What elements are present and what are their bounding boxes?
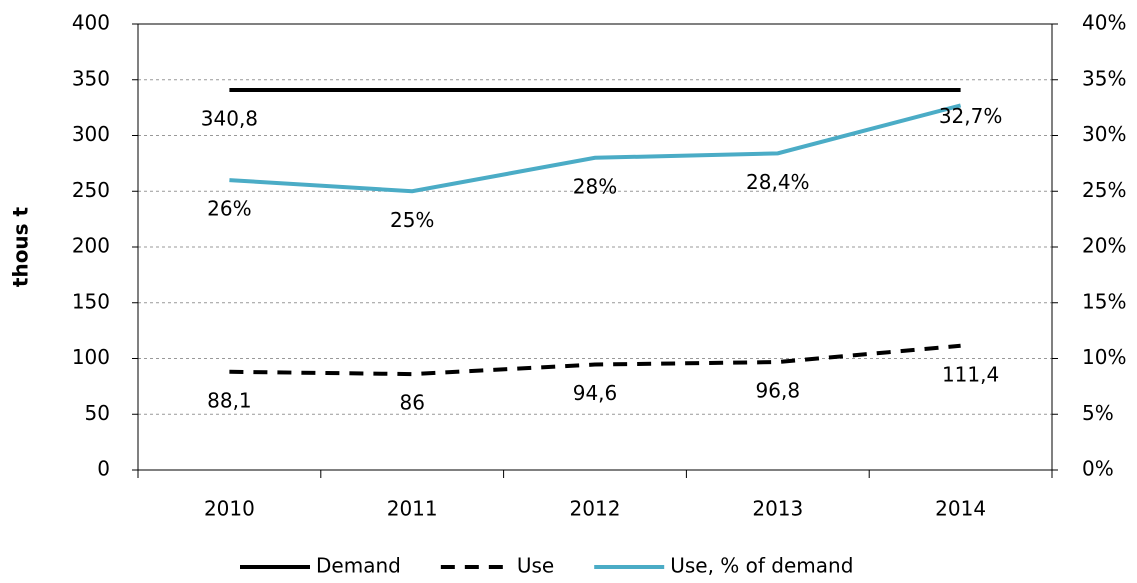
x-tick-label: 2014 <box>935 497 986 521</box>
plot-area <box>137 23 1053 471</box>
y-tick-label: 0 <box>97 457 110 481</box>
data-label: 25% <box>390 208 434 232</box>
data-label: 88,1 <box>207 388 252 412</box>
y-tick-label: 100 <box>72 345 110 369</box>
y2-tick-label: 0% <box>1082 457 1114 481</box>
y-tick-label: 250 <box>72 178 110 202</box>
legend-label: Use <box>517 554 554 578</box>
y-tick-label: 200 <box>72 234 110 258</box>
y-tick-label: 50 <box>85 401 110 425</box>
y2-tick-label: 15% <box>1082 289 1126 313</box>
y2-tick-label: 35% <box>1082 66 1126 90</box>
data-label: 96,8 <box>756 379 801 403</box>
y2-tick-label: 30% <box>1082 122 1126 146</box>
legend-label: Use, % of demand <box>670 554 853 578</box>
data-label: 28,4% <box>746 170 810 194</box>
y2-tick-label: 20% <box>1082 234 1126 258</box>
x-tick-label: 2010 <box>204 497 255 521</box>
data-label: 111,4 <box>942 362 999 386</box>
y-tick-label: 400 <box>72 11 110 35</box>
y2-tick-label: 25% <box>1082 178 1126 202</box>
y-tick-label: 350 <box>72 66 110 90</box>
x-tick-label: 2013 <box>752 497 803 521</box>
y-tick-label: 150 <box>72 289 110 313</box>
series-line <box>229 103 962 194</box>
y-tick-label: 300 <box>72 122 110 146</box>
x-tick-label: 2011 <box>387 497 438 521</box>
data-label: 86 <box>399 391 424 415</box>
data-label: 32,7% <box>939 104 1003 128</box>
y2-tick-label: 10% <box>1082 345 1126 369</box>
x-tick-label: 2012 <box>570 497 621 521</box>
y-axis-label: thous t <box>9 206 33 287</box>
data-label: 340,8 <box>201 107 258 131</box>
data-label: 28% <box>573 174 617 198</box>
data-label: 94,6 <box>573 381 618 405</box>
y2-tick-label: 40% <box>1082 11 1126 35</box>
y2-tick-label: 5% <box>1082 401 1114 425</box>
legend-label: Demand <box>316 554 401 578</box>
data-label: 26% <box>207 197 251 221</box>
series-line <box>229 343 961 377</box>
